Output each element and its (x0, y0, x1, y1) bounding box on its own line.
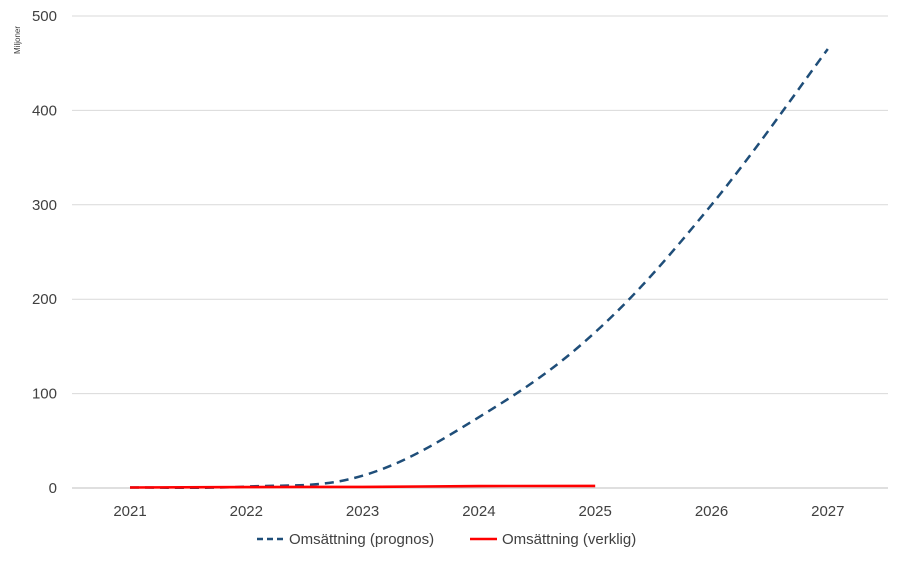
x-tick-label: 2025 (579, 503, 612, 520)
x-tick-label: 2026 (695, 503, 728, 520)
legend-label: Omsättning (verklig) (502, 531, 636, 548)
x-tick-label: 2027 (811, 503, 844, 520)
legend-label: Omsättning (prognos) (289, 531, 434, 548)
legend: Omsättning (prognos) Omsättning (verklig) (257, 531, 636, 548)
y-tick-label: 200 (32, 291, 57, 308)
y-tick-label: 300 (32, 197, 57, 214)
x-tick-labels: 2021 2022 2023 2024 2025 2026 2027 (113, 503, 844, 520)
series-layer (129, 48, 829, 490)
x-tick-label: 2023 (346, 503, 379, 520)
y-unit-label: Miljoner (13, 26, 22, 54)
y-tick-label: 400 (32, 102, 57, 119)
x-tick-label: 2022 (230, 503, 263, 520)
y-tick-label: 0 (49, 480, 57, 497)
grid-layer (72, 15, 888, 489)
x-tick-label: 2021 (113, 503, 146, 520)
actual-series-line (129, 484, 596, 489)
x-tick-label: 2024 (462, 503, 495, 520)
forecast-series-line (129, 48, 829, 490)
y-tick-label: 500 (32, 8, 57, 25)
y-tick-label: 100 (32, 386, 57, 403)
y-tick-labels: 0 100 200 300 400 500 (32, 8, 57, 497)
